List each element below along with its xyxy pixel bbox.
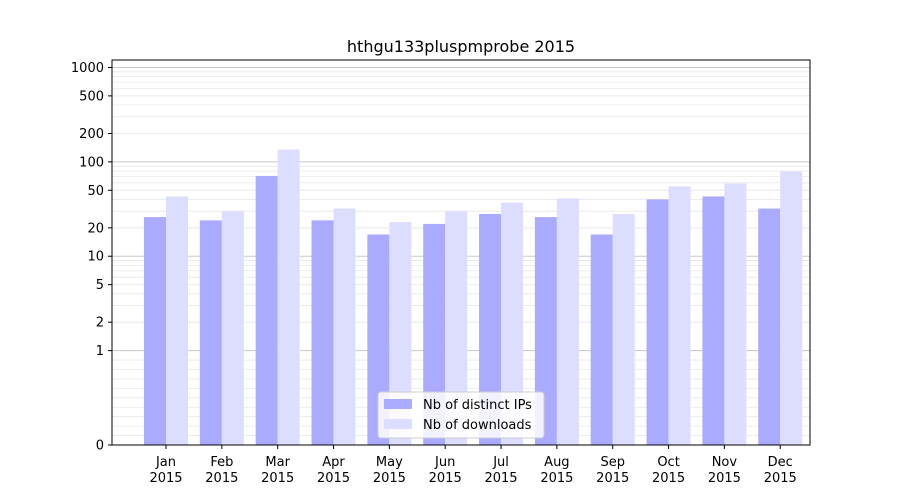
bar-distinct-ips-jan	[144, 217, 166, 445]
y-tick-label: 500	[79, 89, 104, 104]
x-tick-label-month: Mar	[265, 455, 290, 470]
x-tick-label-year: 2015	[484, 471, 517, 486]
x-tick-label-month: May	[376, 455, 403, 470]
x-tick-label-month: Feb	[210, 455, 233, 470]
y-tick-label: 2	[96, 316, 104, 331]
bar-distinct-ips-mar	[255, 175, 278, 445]
x-tick-label-year: 2015	[708, 471, 741, 486]
legend: Nb of distinct IPs Nb of downloads	[377, 391, 545, 439]
bar-downloads-apr	[333, 208, 356, 445]
x-tick-label-year: 2015	[317, 471, 350, 486]
x-axis: Jan2015Feb2015Mar2015Apr2015May2015Jun20…	[149, 445, 797, 486]
x-tick-label-month: Nov	[712, 455, 738, 470]
y-tick-label: 200	[79, 127, 104, 142]
bar-downloads-jul	[501, 202, 524, 445]
x-tick-label-year: 2015	[205, 471, 238, 486]
y-tick-label: 0	[96, 439, 104, 454]
bar-downloads-jun	[445, 211, 468, 445]
bar-downloads-aug	[556, 198, 579, 445]
bar-downloads-sep	[612, 214, 635, 445]
x-tick-label-month: Apr	[322, 455, 345, 470]
bar-distinct-ips-oct	[646, 199, 669, 445]
bar-distinct-ips-aug	[534, 217, 557, 445]
x-tick-label-month: Jun	[434, 455, 455, 470]
plot-frame	[111, 59, 811, 446]
bars	[144, 149, 803, 446]
y-tick-label: 1	[96, 344, 104, 359]
x-tick-label-month: Sep	[600, 455, 625, 470]
bar-downloads-nov	[724, 183, 747, 446]
y-tick-label: 20	[87, 221, 104, 236]
bar-downloads-jan	[166, 196, 188, 445]
bar-distinct-ips-feb	[199, 220, 222, 445]
y-tick-label: 10	[87, 250, 104, 265]
x-tick-label-year: 2015	[596, 471, 629, 486]
bar-distinct-ips-dec	[758, 208, 781, 445]
legend-swatch	[384, 419, 412, 429]
legend-swatch	[384, 399, 412, 409]
x-tick-label-month: Jan	[155, 455, 176, 470]
bar-downloads-dec	[780, 171, 803, 445]
bar-distinct-ips-sep	[590, 234, 613, 445]
y-tick-label: 50	[87, 184, 104, 199]
legend-label: Nb of distinct IPs	[423, 398, 532, 413]
bar-distinct-ips-jul	[479, 214, 502, 445]
bar-distinct-ips-jun	[423, 223, 446, 445]
y-tick-label: 1000	[71, 61, 104, 76]
x-tick-label-year: 2015	[373, 471, 406, 486]
x-tick-label-month: Oct	[657, 455, 679, 470]
x-tick-label-year: 2015	[261, 471, 294, 486]
bar-distinct-ips-apr	[311, 220, 334, 445]
y-tick-label: 5	[96, 278, 104, 293]
x-tick-label-year: 2015	[429, 471, 462, 486]
x-tick-label-year: 2015	[540, 471, 573, 486]
legend-box	[377, 391, 545, 439]
x-tick-label-month: Aug	[544, 455, 569, 470]
x-tick-label-year: 2015	[149, 471, 182, 486]
bar-downloads-mar	[277, 149, 300, 445]
y-tick-label: 100	[79, 155, 104, 170]
x-tick-label-month: Jul	[492, 455, 509, 470]
x-tick-label-year: 2015	[764, 471, 797, 486]
bar-downloads-oct	[668, 186, 691, 445]
bar-downloads-may	[389, 222, 412, 445]
x-tick-label-year: 2015	[652, 471, 685, 486]
legend-label: Nb of downloads	[423, 418, 532, 433]
bar-distinct-ips-nov	[702, 196, 725, 445]
bar-downloads-feb	[221, 211, 244, 445]
y-axis: 0 1 2 5 10 20 50 100 200 500 1000	[71, 61, 112, 454]
chart-title: hthgu133pluspmprobe 2015	[347, 37, 575, 56]
x-tick-label-month: Dec	[768, 455, 793, 470]
